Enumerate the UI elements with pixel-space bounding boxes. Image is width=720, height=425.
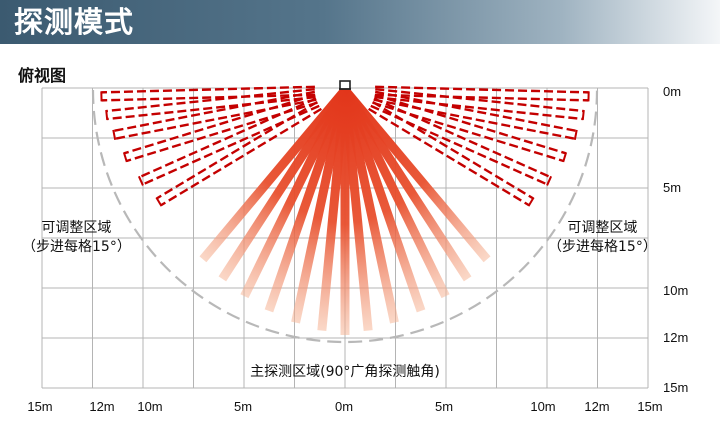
adjustable-beam xyxy=(105,87,316,121)
x-tick: 0m xyxy=(334,399,354,414)
adjustable-beam-cap xyxy=(122,152,128,163)
main-beam xyxy=(317,89,350,332)
adjustable-zone-label-left: 可调整区域 （步进每格15°） xyxy=(22,219,131,257)
adjustable-zone-label-right: 可调整区域 （步进每格15°） xyxy=(548,219,657,257)
sensor-body xyxy=(339,80,351,90)
adjustable-beam-line xyxy=(101,93,316,102)
x-tick: 5m xyxy=(233,399,253,414)
main-beam xyxy=(240,88,350,299)
main-beam-bar xyxy=(264,88,350,313)
adjustable-beam-line xyxy=(123,93,316,155)
adjustable-beam-line xyxy=(106,87,315,113)
sensor-icon xyxy=(339,80,351,90)
adjustable-beam-line xyxy=(374,93,589,102)
adjustable-beam-line xyxy=(107,95,316,121)
adjustable-zone-text: 可调整区域 xyxy=(41,220,112,236)
x-tick: 10m xyxy=(137,399,163,414)
adjustable-beam-cap xyxy=(112,129,117,140)
adjustable-beam-cap xyxy=(137,175,144,186)
adjustable-beam-line xyxy=(374,90,577,133)
adjustable-beam-line xyxy=(113,90,316,133)
main-zone-beams xyxy=(199,87,491,335)
adjustable-beam-cap xyxy=(581,109,585,121)
x-tick: 10m xyxy=(530,399,556,414)
y-tick: 10m xyxy=(663,283,689,298)
view-label: 俯视图 xyxy=(18,66,67,85)
x-tick: 12m xyxy=(89,399,115,414)
y-tick: 0m xyxy=(663,84,682,99)
adjustable-zone-text: 可调整区域 xyxy=(567,220,638,236)
main-beam xyxy=(264,88,350,313)
adjustable-beam-line xyxy=(160,107,322,207)
main-beam-bar xyxy=(341,87,472,282)
adjustable-beam-line xyxy=(138,97,317,179)
adjustable-beam-line xyxy=(375,85,589,94)
main-beam-bar xyxy=(199,87,349,263)
main-beam xyxy=(218,87,349,282)
adjustable-beam-cap xyxy=(573,129,578,140)
adjustable-beam xyxy=(100,85,316,102)
adjustable-beam-line xyxy=(156,100,318,200)
adjustable-beam xyxy=(368,100,535,207)
adjustable-beam xyxy=(374,85,590,102)
main-beam xyxy=(291,89,350,324)
main-beam xyxy=(341,87,491,263)
adjustable-beam xyxy=(373,90,578,140)
main-beam-bar xyxy=(291,89,350,324)
adjustable-beam xyxy=(112,90,317,140)
adjustable-beam xyxy=(374,87,585,121)
x-tick: 15m xyxy=(637,399,663,414)
main-beam-bar xyxy=(317,89,350,332)
main-beam xyxy=(340,88,426,313)
main-zone-label: 主探测区域(90°广角探测触角) xyxy=(250,364,440,380)
main-beam-bar xyxy=(341,87,491,263)
x-tick: 5m xyxy=(434,399,454,414)
main-beam xyxy=(341,87,472,282)
adjustable-beam-cap xyxy=(562,152,568,163)
adjustable-beam-line xyxy=(368,107,530,207)
adjustable-beam-line xyxy=(373,98,576,140)
adjustable-beam-line xyxy=(375,87,584,113)
adjustable-beam-line xyxy=(101,85,315,94)
y-tick: 12m xyxy=(663,330,689,345)
page-title: 探测模式 xyxy=(14,5,135,39)
main-beam xyxy=(340,88,450,299)
adjustable-beam-line xyxy=(373,97,552,179)
main-beam-bar xyxy=(218,87,349,282)
adjustable-beam-line xyxy=(374,95,583,121)
adjustable-zone-step: （步进每格15°） xyxy=(548,239,657,255)
adjustable-beam-line xyxy=(374,93,567,155)
adjustable-beam-cap xyxy=(155,197,163,207)
adjustable-zone-step: （步进每格15°） xyxy=(22,239,131,255)
adjustable-beam xyxy=(155,100,322,207)
main-beam-bar xyxy=(340,88,426,313)
main-beam-bar xyxy=(340,89,399,324)
y-tick: 5m xyxy=(663,180,682,195)
x-tick: 15m xyxy=(27,399,53,414)
adjustable-beam-line xyxy=(114,98,317,140)
adjustable-beam-cap xyxy=(105,109,109,121)
adjustable-beam-line xyxy=(372,100,534,200)
main-beam-bar xyxy=(340,88,450,299)
main-beam xyxy=(199,87,349,263)
adjustable-beam-cap xyxy=(546,175,553,186)
y-tick: 15m xyxy=(663,380,689,395)
adjustable-beam-cap xyxy=(527,197,535,207)
adjustable-zone-beams xyxy=(100,85,590,207)
main-beam-bar xyxy=(240,88,350,299)
x-tick: 12m xyxy=(584,399,610,414)
main-beam xyxy=(340,89,399,324)
title-bar: 探测模式 xyxy=(0,0,720,44)
